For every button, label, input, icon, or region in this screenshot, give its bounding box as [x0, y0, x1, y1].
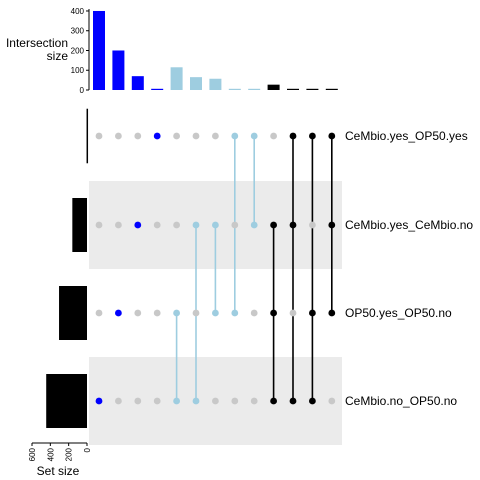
set-labels: CeMbio.yes_OP50.yes CeMbio.yes_CeMbio.no O… [345, 129, 473, 408]
matrix-dot-active-6-1 [212, 221, 219, 229]
matrix-dot-active-11-0 [309, 132, 316, 140]
intersection-bar-9 [267, 84, 280, 90]
intersection-bar-1 [112, 50, 125, 90]
matrix-dot-1-1 [115, 221, 122, 229]
set-size-bars [46, 108, 89, 428]
intersection-bar-5 [190, 77, 202, 90]
matrix-dot-1-0 [115, 132, 122, 140]
intersection-bar-3 [151, 88, 164, 90]
matrix-dot-active-3-0 [153, 132, 161, 140]
matrix-dot-7-1 [231, 221, 239, 229]
matrix-dot-5-0 [192, 132, 200, 140]
intersection-size-title-line2: size [47, 49, 69, 63]
set-size-axis-tick-label: 0 [83, 447, 92, 452]
set-label-0: CeMbio.yes_OP50.yes [345, 129, 468, 143]
intersection-bar-7 [228, 88, 241, 90]
matrix-dot-0-0 [95, 132, 103, 140]
matrix-dot-active-12-2 [328, 309, 336, 317]
intersection-bar-10 [287, 88, 299, 90]
matrix-dot-9-0 [270, 132, 277, 140]
matrix-dot-active-2-1 [134, 221, 142, 229]
matrix-dot-active-12-0 [328, 132, 336, 140]
matrix-dot-active-4-2 [173, 309, 181, 317]
matrix-dot-0-1 [95, 221, 103, 229]
set-label-2: OP50.yes_OP50.no [345, 306, 452, 320]
matrix-dot-2-0 [134, 132, 142, 140]
set-size-axis-tick-label: 200 [65, 447, 74, 461]
set-size-axis-tick-label: 400 [46, 447, 55, 461]
matrix-dot-4-0 [173, 132, 181, 140]
intersection-size-title-line1: Intersection [6, 36, 68, 50]
set-size-axis: 600 400 200 0 [28, 442, 92, 461]
matrix-dot-active-0-3 [95, 397, 103, 405]
matrix-dot-active-5-1 [192, 221, 200, 229]
intersection-bar-6 [209, 78, 222, 90]
matrix-dot-4-1 [173, 221, 181, 229]
intersection-axis-tick-label: 400 [71, 7, 85, 16]
matrix-dot-active-10-0 [289, 132, 297, 140]
set-size-axis-tick-label: 600 [28, 447, 37, 461]
matrix-dot-5-2 [192, 309, 200, 317]
matrix-dot-active-6-2 [212, 309, 219, 317]
matrix-dot-active-10-3 [289, 397, 297, 405]
matrix-dot-active-7-0 [231, 132, 239, 140]
intersection-bar-2 [131, 76, 144, 90]
matrix-dot-1-3 [115, 397, 122, 405]
intersection-bar-8 [248, 88, 261, 90]
intersection-axis-tick-label: 0 [80, 86, 85, 95]
intersection-bar-12 [325, 88, 338, 90]
matrix-dot-12-3 [328, 397, 336, 405]
matrix-dot-10-2 [289, 309, 297, 317]
set-size-bar-0 [86, 108, 89, 164]
matrix-dot-active-8-0 [250, 132, 258, 140]
matrix-dot-active-1-2 [115, 309, 122, 317]
intersection-axis-tick-label: 100 [71, 66, 85, 75]
matrix-dot-0-2 [95, 309, 103, 317]
matrix-dot-3-2 [153, 309, 161, 317]
matrix-dot-3-3 [153, 397, 161, 405]
intersection-bar-0 [93, 10, 105, 91]
intersection-matrix [95, 132, 336, 405]
matrix-dot-6-0 [212, 132, 219, 140]
matrix-dot-active-10-1 [289, 221, 297, 229]
set-size-bar-1 [72, 198, 87, 252]
matrix-dot-active-5-3 [192, 397, 200, 405]
intersection-axis-tick-label: 300 [71, 27, 85, 36]
matrix-dot-11-1 [309, 221, 316, 229]
set-label-1: CeMbio.yes_CeMbio.no [345, 218, 473, 232]
set-size-title: Set size [37, 464, 80, 478]
matrix-dot-2-3 [134, 397, 142, 405]
matrix-dot-active-11-3 [309, 397, 316, 405]
matrix-dot-active-4-3 [173, 397, 181, 405]
matrix-dot-8-2 [250, 309, 258, 317]
matrix-dot-2-2 [134, 309, 142, 317]
matrix-dot-active-11-2 [309, 309, 316, 317]
matrix-dot-8-3 [250, 397, 258, 405]
intersection-bar-4 [170, 67, 183, 90]
intersection-bars [93, 10, 338, 91]
matrix-dot-3-1 [153, 221, 161, 229]
set-size-bar-2 [59, 286, 87, 340]
matrix-dot-active-9-2 [270, 309, 277, 317]
matrix-dot-active-9-1 [270, 221, 277, 229]
intersection-size-axis: 0 100 200 300 400 [71, 7, 90, 95]
matrix-dot-active-12-1 [328, 221, 336, 229]
matrix-dot-7-3 [231, 397, 239, 405]
set-size-bar-3 [46, 374, 87, 428]
matrix-dot-active-7-2 [231, 309, 239, 317]
intersection-bar-11 [306, 88, 319, 90]
set-label-3: CeMbio.no_OP50.no [345, 394, 457, 408]
matrix-dot-active-9-3 [270, 397, 277, 405]
matrix-dot-active-8-1 [250, 221, 258, 229]
matrix-dot-6-3 [212, 397, 219, 405]
intersection-axis-tick-label: 200 [71, 46, 85, 55]
